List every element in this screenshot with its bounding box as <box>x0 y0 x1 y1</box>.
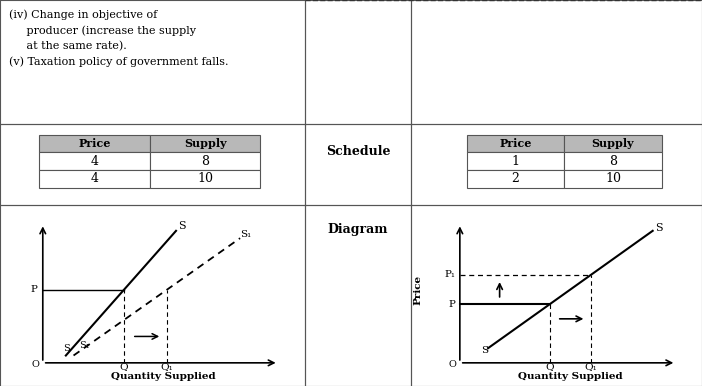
Text: 8: 8 <box>201 155 209 168</box>
FancyBboxPatch shape <box>467 135 564 152</box>
FancyBboxPatch shape <box>39 135 150 152</box>
Text: P: P <box>31 285 38 294</box>
FancyBboxPatch shape <box>150 170 260 188</box>
Text: 10: 10 <box>605 172 621 185</box>
FancyBboxPatch shape <box>564 152 662 170</box>
Text: S: S <box>178 221 186 231</box>
Text: Q₁: Q₁ <box>585 362 597 371</box>
Text: Q: Q <box>545 362 554 371</box>
Text: Supply: Supply <box>592 138 635 149</box>
Text: Quantity Supplied: Quantity Supplied <box>518 372 623 381</box>
FancyBboxPatch shape <box>564 170 662 188</box>
Text: Price: Price <box>413 274 422 305</box>
Text: Q: Q <box>120 362 128 371</box>
Text: S₁: S₁ <box>79 341 89 350</box>
FancyBboxPatch shape <box>39 170 150 188</box>
Text: 4: 4 <box>91 155 98 168</box>
FancyBboxPatch shape <box>467 170 564 188</box>
Text: S: S <box>655 223 663 233</box>
Text: S: S <box>481 345 488 355</box>
Text: 8: 8 <box>609 155 617 168</box>
Text: Price: Price <box>499 138 532 149</box>
Text: Schedule: Schedule <box>326 146 390 158</box>
Text: S₁: S₁ <box>240 230 251 239</box>
Text: Supply: Supply <box>184 138 227 149</box>
FancyBboxPatch shape <box>467 152 564 170</box>
Text: (iv) Change in objective of
     producer (increase the supply
     at the same : (iv) Change in objective of producer (in… <box>10 10 229 67</box>
Text: Price: Price <box>0 274 1 305</box>
Text: Quantity Supplied: Quantity Supplied <box>111 372 216 381</box>
FancyBboxPatch shape <box>150 135 260 152</box>
Text: S: S <box>63 344 70 353</box>
FancyBboxPatch shape <box>564 135 662 152</box>
Text: O: O <box>31 360 39 369</box>
FancyBboxPatch shape <box>39 152 150 170</box>
Text: O: O <box>449 360 457 369</box>
Text: P: P <box>449 300 455 309</box>
Text: Price: Price <box>78 138 111 149</box>
Text: P₁: P₁ <box>444 270 455 279</box>
FancyBboxPatch shape <box>150 152 260 170</box>
Text: 4: 4 <box>91 172 98 185</box>
Text: Q₁: Q₁ <box>161 362 173 371</box>
Text: 2: 2 <box>512 172 519 185</box>
Text: 10: 10 <box>197 172 213 185</box>
Text: 1: 1 <box>512 155 519 168</box>
Text: Diagram: Diagram <box>328 223 388 236</box>
